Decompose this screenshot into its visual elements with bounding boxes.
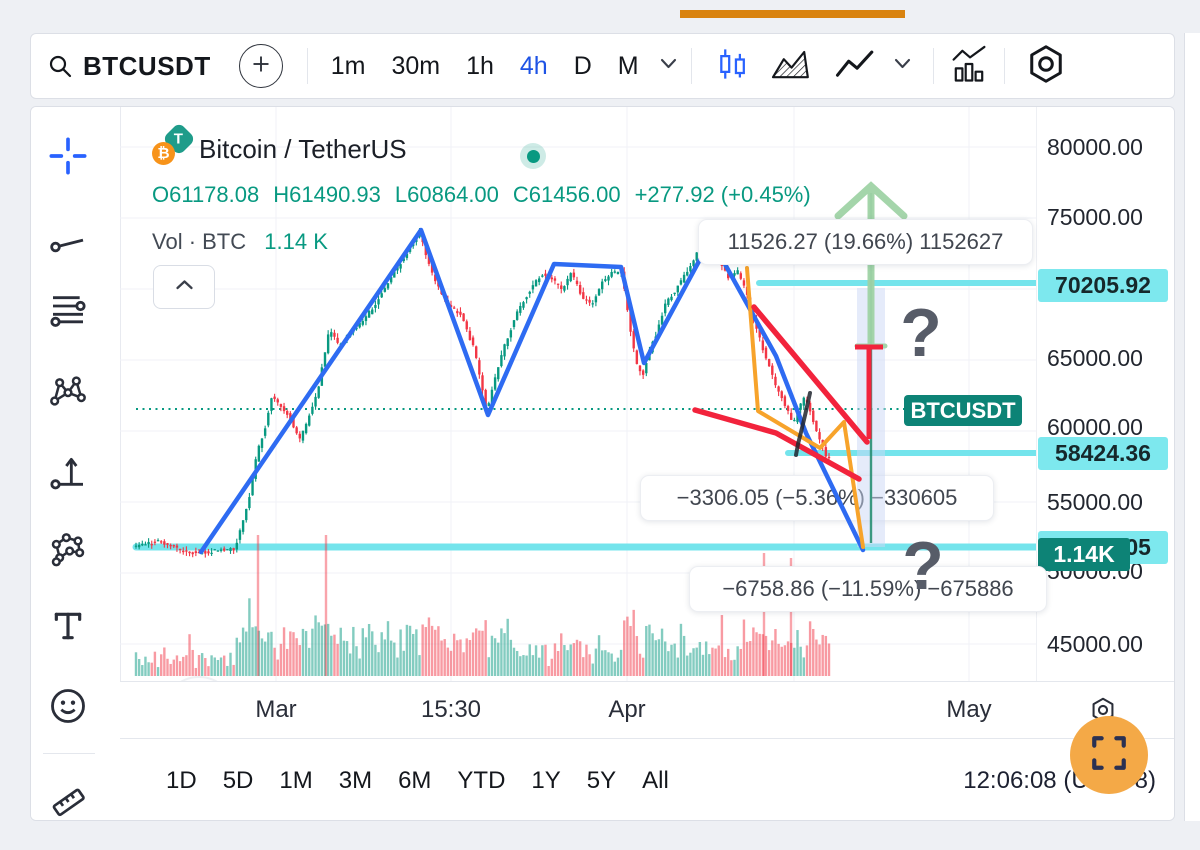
- price-tag-1.14K: 1.14K: [1038, 538, 1130, 571]
- tool-projection[interactable]: [45, 448, 91, 494]
- pair-title[interactable]: Bitcoin / TetherUS: [199, 134, 407, 164]
- top-toolbar: BTCUSDT 1m 30m 1h 4h D M: [30, 33, 1175, 99]
- chart-pane[interactable]: −3306.05 (−5.36%) −330605 −6758.86 (−11.…: [120, 107, 1047, 750]
- candlestick-icon: [714, 46, 750, 87]
- volume-label: Vol · BTC: [152, 229, 247, 254]
- tool-trend-line[interactable]: [45, 218, 91, 264]
- fullscreen-button[interactable]: [1070, 716, 1148, 794]
- range-1Y[interactable]: 1Y: [531, 767, 561, 794]
- toolbar-separator: [306, 48, 308, 84]
- side-panel-edge: [1184, 33, 1200, 821]
- range-5Y[interactable]: 5Y: [586, 767, 617, 794]
- market-status-icon[interactable]: [520, 143, 546, 169]
- symbol-search[interactable]: BTCUSDT: [31, 51, 211, 82]
- symbol-search-value: BTCUSDT: [83, 50, 211, 81]
- interval-switcher: 1m 30m 1h 4h D M: [308, 52, 652, 81]
- fullscreen-icon: [1089, 733, 1129, 778]
- price-tag-70205.92: 70205.92: [1038, 269, 1168, 302]
- interval-30m[interactable]: 30m: [391, 51, 441, 80]
- ohlc-c: C61456.00: [512, 182, 621, 207]
- indicators-button[interactable]: [934, 44, 1004, 89]
- tool-polyline-brush[interactable]: [45, 528, 91, 574]
- ohlc-l: L60864.00: [394, 182, 499, 207]
- toolbar-separator: [932, 48, 934, 84]
- volume-legend: Vol · BTC 1.14 K: [152, 229, 328, 255]
- measure-label-up: 11526.27 (19.66%) 1152627: [698, 219, 1033, 265]
- toolbar-divider: [43, 753, 95, 754]
- volume-spike: [324, 535, 328, 676]
- price-tick: 60000.00: [1047, 414, 1143, 440]
- volume-spike: [762, 553, 766, 676]
- ohlc-h: H61490.93: [273, 182, 381, 207]
- range-6M[interactable]: 6M: [398, 767, 432, 794]
- range-YTD[interactable]: YTD: [457, 767, 506, 794]
- line-chart-icon: [834, 47, 876, 86]
- price-line-symbol-tag: BTCUSDT: [904, 395, 1022, 426]
- range-All[interactable]: All: [642, 767, 669, 794]
- drawing-toolbar: [31, 107, 121, 820]
- chevron-up-icon: [175, 278, 194, 296]
- interval-1h[interactable]: 1h: [466, 51, 494, 80]
- chart-settings-button[interactable]: [1013, 43, 1079, 90]
- chart-style-area-button[interactable]: [758, 46, 824, 87]
- price-tick: 55000.00: [1047, 489, 1143, 515]
- range-1M[interactable]: 1M: [279, 767, 313, 794]
- area-chart-icon: [769, 46, 813, 87]
- tool-fib-retracement[interactable]: [45, 288, 91, 334]
- browser-accent-bar: [680, 10, 905, 18]
- time-axis[interactable]: Mar 15:30 Apr May: [120, 681, 1174, 739]
- chart-style-candles-button[interactable]: [706, 46, 758, 87]
- price-tick: 65000.00: [1047, 345, 1143, 371]
- bitcoin-logo-icon: ₿: [152, 142, 175, 165]
- range-5D[interactable]: 5D: [222, 767, 254, 794]
- compare-add-button[interactable]: [238, 44, 283, 88]
- ohlc-o: O61178.08: [152, 182, 260, 207]
- interval-1m[interactable]: 1m: [330, 51, 366, 80]
- chevron-down-icon: [660, 57, 677, 75]
- range-1D[interactable]: 1D: [166, 767, 197, 794]
- price-tick: 45000.00: [1047, 631, 1143, 657]
- chart-window: −3306.05 (−5.36%) −330605 −6758.86 (−11.…: [30, 106, 1175, 821]
- time-label-Apr: Apr: [608, 696, 646, 723]
- toolbar-separator: [1003, 48, 1005, 84]
- volume-spike: [789, 558, 793, 676]
- interval-M[interactable]: M: [617, 51, 639, 80]
- range-3M[interactable]: 3M: [338, 767, 373, 794]
- chevron-down-icon: [894, 57, 911, 75]
- volume-spike: [256, 535, 260, 676]
- tool-xabcd-pattern[interactable]: [45, 368, 91, 414]
- interval-4h[interactable]: 4h: [519, 51, 548, 80]
- ohlc-values: O61178.08 H61490.93 L60864.00 C61456.00 +277…: [152, 182, 811, 208]
- chart-style-menu-button[interactable]: [886, 57, 919, 75]
- interval-D[interactable]: D: [573, 51, 592, 80]
- time-label-Mar: Mar: [255, 696, 297, 723]
- time-label-May: May: [946, 696, 992, 723]
- chart-style-line-button[interactable]: [824, 47, 886, 86]
- tool-emoji[interactable]: [45, 683, 91, 729]
- settings-gear-icon: [1025, 43, 1067, 90]
- plus-icon: [251, 54, 271, 79]
- volume-bars: [134, 535, 831, 676]
- range-buttons: 1D 5D 1M 3M 6M YTD 1Y 5Y All: [120, 767, 682, 795]
- measure-label-mid: −3306.05 (−5.36%) −330605: [640, 475, 994, 521]
- toolbar-separator: [690, 48, 692, 84]
- range-toolbar: 1D 5D 1M 3M 6M YTD 1Y 5Y All 12:06:08 (UTC+8): [120, 738, 1174, 820]
- measure-label-down: −6758.86 (−11.59%) −675886: [689, 566, 1047, 612]
- price-tick: 75000.00: [1047, 204, 1143, 230]
- time-label-15:30: 15:30: [420, 696, 482, 723]
- price-tick: 80000.00: [1047, 134, 1143, 160]
- price-axis[interactable]: 80000.00 75000.00 65000.00 60000.00 55000.00…: [1036, 107, 1174, 681]
- tool-text[interactable]: [45, 603, 91, 649]
- indicators-icon: [947, 44, 991, 89]
- volume-value: 1.14 K: [264, 229, 328, 254]
- tool-crosshair[interactable]: [45, 133, 91, 179]
- price-tag-58424.36: 58424.36: [1038, 437, 1168, 470]
- search-icon: [47, 53, 74, 80]
- tool-ruler[interactable]: [45, 775, 91, 820]
- legend-collapse-button[interactable]: [153, 265, 215, 309]
- interval-menu-button[interactable]: [652, 57, 685, 75]
- change-value: +277.92 (+0.45%): [634, 182, 811, 207]
